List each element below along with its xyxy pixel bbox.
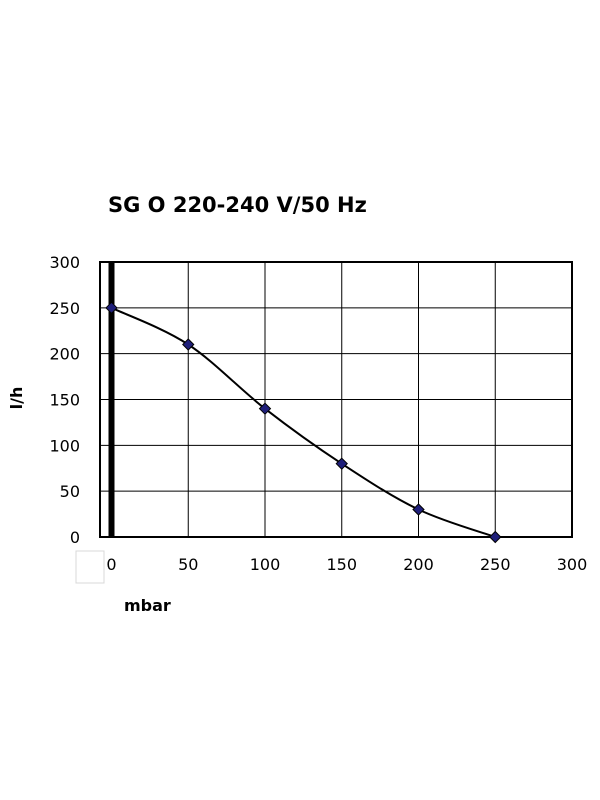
series-line	[111, 306, 496, 538]
y-tick-labels: 0 50 100 150 200 250 300	[49, 253, 80, 547]
x-tick-label-2: 100	[250, 555, 281, 574]
x-tick-label-4: 200	[403, 555, 434, 574]
data-point-5	[489, 530, 502, 544]
chart-title: SG O 220-240 V/50 Hz	[108, 193, 367, 217]
plot-frame	[99, 261, 573, 538]
data-point-2	[258, 402, 272, 415]
x-axis-label: mbar	[124, 596, 171, 615]
data-point-0	[105, 301, 118, 315]
y-tick-label-5: 250	[49, 299, 80, 318]
grid	[99, 261, 573, 538]
data-point-1	[182, 338, 195, 351]
x-tick-label-1: 50	[178, 555, 198, 574]
legend-box	[75, 550, 105, 584]
y-axis-label: l/h	[7, 387, 26, 410]
y-tick-label-0: 0	[70, 528, 80, 547]
x-tick-label-0: 0	[106, 555, 116, 574]
data-point-4	[412, 503, 425, 516]
series-markers	[105, 301, 502, 544]
y-tick-label-1: 50	[60, 482, 80, 501]
y-tick-label-3: 150	[49, 391, 80, 410]
x-tick-label-3: 150	[326, 555, 357, 574]
x-tick-label-5: 250	[480, 555, 511, 574]
data-point-3	[335, 457, 348, 470]
x-tick-labels: 0 50 100 150 200 250 300	[106, 555, 587, 574]
y-tick-label-2: 100	[49, 436, 80, 455]
x-tick-label-6: 300	[557, 555, 588, 574]
y-tick-label-6: 300	[49, 253, 80, 272]
y-tick-label-4: 200	[49, 345, 80, 364]
